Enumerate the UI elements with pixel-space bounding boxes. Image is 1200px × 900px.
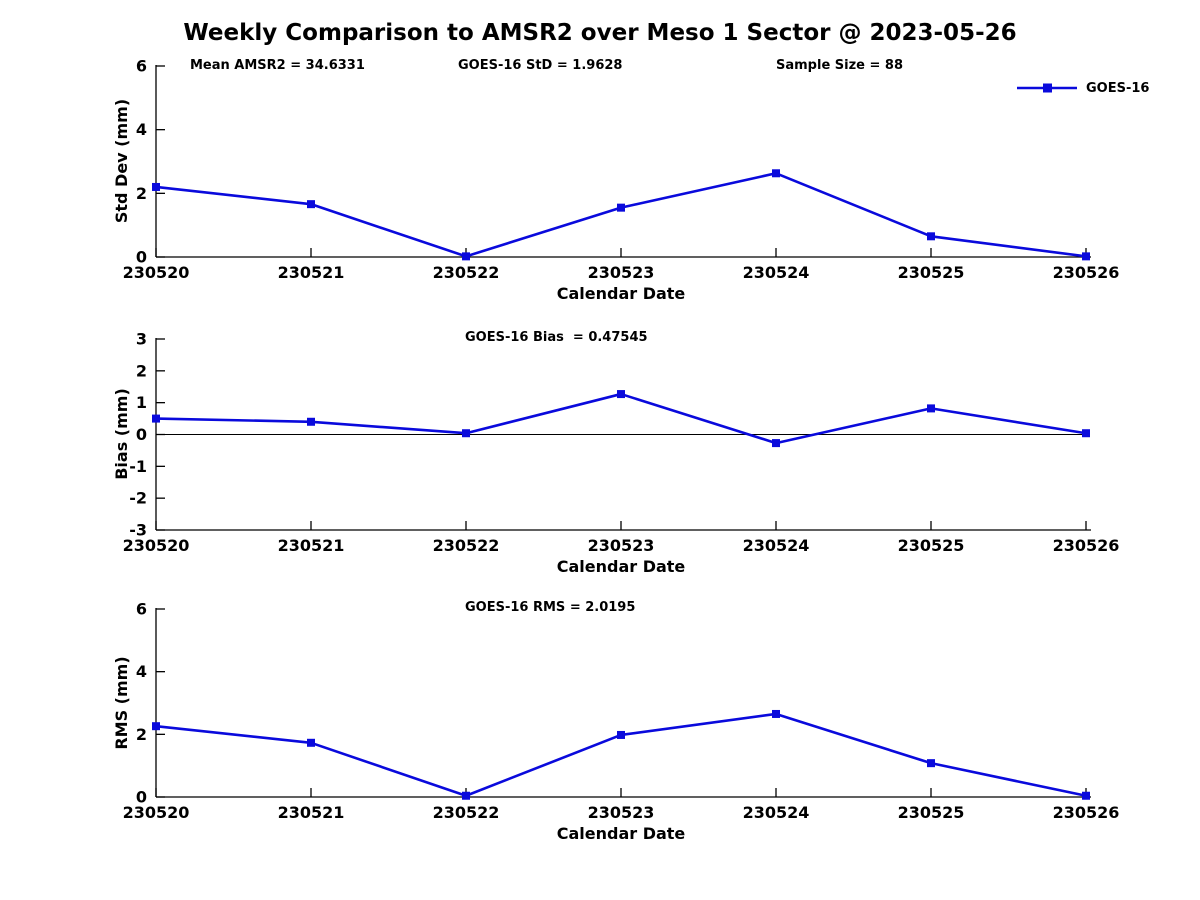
x-tick-label: 230526 <box>1053 803 1120 822</box>
x-tick-label: 230524 <box>743 536 810 555</box>
bias-subtitle: GOES-16 Bias = 0.47545 <box>465 330 648 345</box>
figure-title: Weekly Comparison to AMSR2 over Meso 1 S… <box>183 20 1017 46</box>
bias-data-line <box>155 392 1087 445</box>
y-tick-label: 0 <box>136 248 147 267</box>
x-tick-label: 230524 <box>743 803 810 822</box>
data-point-marker <box>617 390 625 399</box>
data-point-marker <box>307 417 315 426</box>
stddev-x-axis-label: Calendar Date <box>556 284 686 303</box>
y-tick-label: 4 <box>136 662 147 681</box>
y-tick-label: 3 <box>136 330 147 349</box>
y-tick-label: 6 <box>136 57 147 76</box>
data-point-marker <box>927 404 935 413</box>
x-tick-label: 230523 <box>588 803 655 822</box>
data-point-marker <box>617 203 625 212</box>
data-point-marker <box>772 169 780 178</box>
y-tick-label: 2 <box>136 184 147 203</box>
data-point-marker <box>1082 429 1090 438</box>
y-tick-label: -2 <box>129 489 147 508</box>
data-point-marker <box>307 200 315 209</box>
x-tick-label: 230525 <box>898 263 965 282</box>
legend: GOES-16 <box>1016 80 1149 96</box>
x-tick-label: 230525 <box>898 536 965 555</box>
x-tick-label: 230522 <box>433 803 500 822</box>
legend-line-marker-icon <box>1017 83 1077 93</box>
data-point-marker <box>307 738 315 747</box>
x-tick-label: 230524 <box>743 263 810 282</box>
x-tick-label: 230525 <box>898 803 965 822</box>
y-tick-label: -3 <box>129 521 147 540</box>
data-point-marker <box>462 429 470 438</box>
stat-goes16-std: GOES-16 StD = 1.9628 <box>458 58 623 73</box>
x-tick-label: 230523 <box>588 263 655 282</box>
data-point-marker <box>152 182 160 191</box>
x-tick-label: 230523 <box>588 536 655 555</box>
rms-data-line <box>155 712 1087 798</box>
data-point-marker <box>462 791 470 800</box>
rms-subtitle: GOES-16 RMS = 2.0195 <box>465 600 636 615</box>
y-tick-label: 6 <box>136 600 147 619</box>
y-tick-label: 1 <box>136 393 147 412</box>
y-tick-label: -1 <box>129 457 147 476</box>
x-tick-label: 230521 <box>278 536 345 555</box>
x-tick-label: 230520 <box>123 536 190 555</box>
data-point-marker <box>152 722 160 731</box>
data-point-marker <box>772 709 780 718</box>
y-tick-label: 2 <box>136 725 147 744</box>
std-dev-data-line <box>155 171 1087 258</box>
y-tick-label: 2 <box>136 361 147 380</box>
x-tick-label: 230526 <box>1053 536 1120 555</box>
x-tick-label: 230526 <box>1053 263 1120 282</box>
x-tick-label: 230522 <box>433 263 500 282</box>
data-point-marker <box>1082 791 1090 800</box>
y-tick-label: 0 <box>136 788 147 807</box>
data-point-marker <box>617 730 625 739</box>
bias-x-axis-label: Calendar Date <box>556 557 686 576</box>
stat-sample-size: Sample Size = 88 <box>776 58 904 73</box>
y-tick-label: 4 <box>136 120 147 139</box>
data-point-marker <box>462 252 470 261</box>
x-tick-label: 230522 <box>433 536 500 555</box>
y-tick-label: 0 <box>136 425 147 444</box>
rms-x-axis-label: Calendar Date <box>556 824 686 843</box>
stat-mean-amsr2: Mean AMSR2 = 34.6331 <box>190 58 365 73</box>
x-tick-label: 230521 <box>278 803 345 822</box>
data-point-marker <box>927 232 935 241</box>
data-point-marker <box>927 759 935 768</box>
data-point-marker <box>772 439 780 448</box>
x-tick-label: 230520 <box>123 263 190 282</box>
x-tick-label: 230520 <box>123 803 190 822</box>
data-point-marker <box>1082 252 1090 261</box>
legend-label: GOES-16 <box>1086 80 1150 96</box>
data-point-marker <box>152 414 160 423</box>
x-tick-label: 230521 <box>278 263 345 282</box>
